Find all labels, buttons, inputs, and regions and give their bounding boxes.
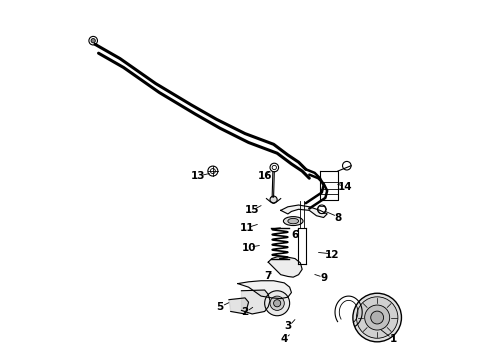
Circle shape — [208, 166, 218, 176]
Text: 4: 4 — [281, 334, 288, 344]
Text: 10: 10 — [241, 243, 256, 253]
Text: 11: 11 — [240, 223, 254, 233]
Circle shape — [89, 36, 98, 45]
Circle shape — [270, 163, 279, 172]
Circle shape — [270, 296, 284, 310]
Circle shape — [356, 297, 398, 338]
Text: 2: 2 — [242, 307, 248, 317]
Text: 6: 6 — [292, 230, 298, 240]
Text: 9: 9 — [320, 273, 327, 283]
Ellipse shape — [288, 219, 298, 224]
Text: 15: 15 — [245, 205, 259, 215]
Text: 16: 16 — [257, 171, 272, 181]
Text: 1: 1 — [390, 334, 397, 344]
Text: 13: 13 — [191, 171, 206, 181]
Text: 5: 5 — [217, 302, 223, 312]
Text: 12: 12 — [325, 250, 340, 260]
Polygon shape — [229, 298, 248, 314]
Polygon shape — [242, 290, 270, 314]
Circle shape — [318, 205, 326, 213]
Text: 14: 14 — [338, 182, 352, 192]
Circle shape — [273, 300, 281, 307]
Circle shape — [365, 305, 390, 330]
Polygon shape — [238, 281, 292, 298]
Polygon shape — [281, 205, 327, 217]
Circle shape — [91, 39, 96, 43]
Text: 3: 3 — [284, 321, 292, 332]
Circle shape — [353, 293, 401, 342]
Text: 8: 8 — [334, 212, 342, 222]
Polygon shape — [268, 257, 302, 277]
Text: 7: 7 — [265, 271, 272, 282]
Circle shape — [270, 196, 277, 203]
Ellipse shape — [283, 217, 303, 226]
Circle shape — [265, 291, 290, 316]
Circle shape — [371, 311, 384, 324]
